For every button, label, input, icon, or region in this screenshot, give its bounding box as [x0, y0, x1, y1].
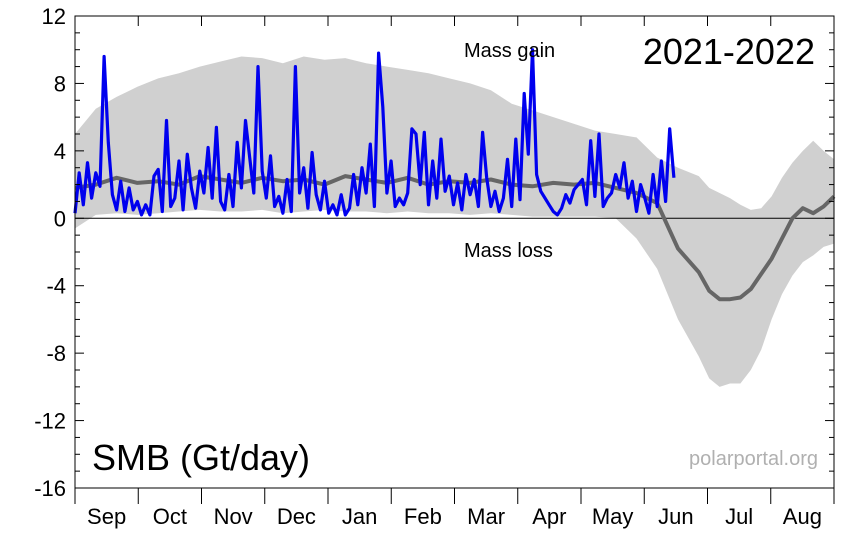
y-tick-label: 0	[54, 206, 66, 231]
x-tick-label: Nov	[214, 504, 253, 529]
y-tick-label: -8	[46, 341, 66, 366]
x-tick-label: Jul	[725, 504, 753, 529]
plot-area: 12 8 4 0 -4 -8 -12 -16 Sep Oct Nov Dec Jan Feb Mar Apr M…	[34, 4, 836, 529]
x-tick-label: Mar	[467, 504, 505, 529]
y-tick-label: 4	[54, 139, 66, 164]
x-tick-label: Aug	[783, 504, 822, 529]
season-label: 2021-2022	[643, 31, 815, 72]
x-tick-label: Feb	[404, 504, 442, 529]
chart-title: SMB (Gt/day)	[92, 437, 310, 478]
x-tick-label: Oct	[153, 504, 187, 529]
mass-gain-label: Mass gain	[464, 40, 555, 62]
y-tick-label: -16	[34, 476, 66, 501]
x-tick-label: May	[592, 504, 634, 529]
y-tick-label: 12	[42, 4, 66, 29]
x-tick-label: Apr	[532, 504, 566, 529]
source-credit: polarportal.org	[689, 448, 818, 470]
range-band	[75, 56, 834, 387]
current-season-line	[73, 48, 676, 217]
y-tick-label: -4	[46, 274, 66, 299]
x-tick-label: Jan	[342, 504, 377, 529]
x-tick-label: Sep	[87, 504, 126, 529]
y-tick-label: 8	[54, 71, 66, 96]
y-tick-label: -12	[34, 409, 66, 434]
x-tick-label: Dec	[277, 504, 316, 529]
mass-loss-label: Mass loss	[464, 240, 553, 262]
x-tick-label: Jun	[658, 504, 693, 529]
